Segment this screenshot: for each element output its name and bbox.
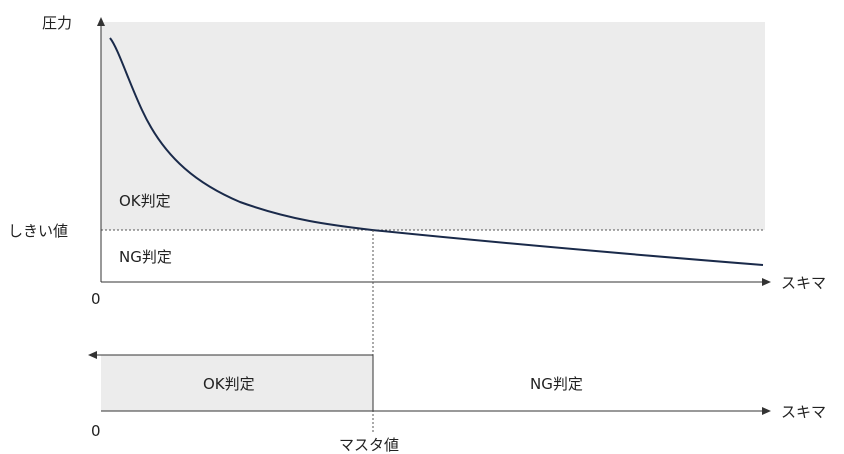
x-axis-label-upper: スキマ — [781, 274, 826, 292]
origin-label-upper: 0 — [91, 290, 101, 308]
pressure-curve — [109, 37, 764, 266]
ok-judgment-upper: OK判定 — [119, 192, 171, 210]
origin-label-lower: 0 — [91, 422, 101, 440]
x-axis-lower-arrow — [762, 407, 771, 415]
ok-region-upper — [101, 22, 765, 230]
master-value-label: マスタ値 — [339, 436, 399, 454]
y-axis-arrow — [97, 17, 105, 26]
x-axis-label-lower: スキマ — [781, 403, 826, 421]
x-axis-upper-arrow — [762, 278, 771, 286]
ng-judgment-upper: NG判定 — [119, 248, 172, 266]
threshold-label: しきい値 — [8, 222, 68, 240]
ng-judgment-lower: NG判定 — [530, 375, 583, 393]
y-axis-label: 圧力 — [42, 14, 72, 32]
ok-range-arrow — [88, 351, 97, 359]
ok-region-lower — [101, 355, 373, 411]
ok-judgment-lower: OK判定 — [203, 375, 255, 393]
